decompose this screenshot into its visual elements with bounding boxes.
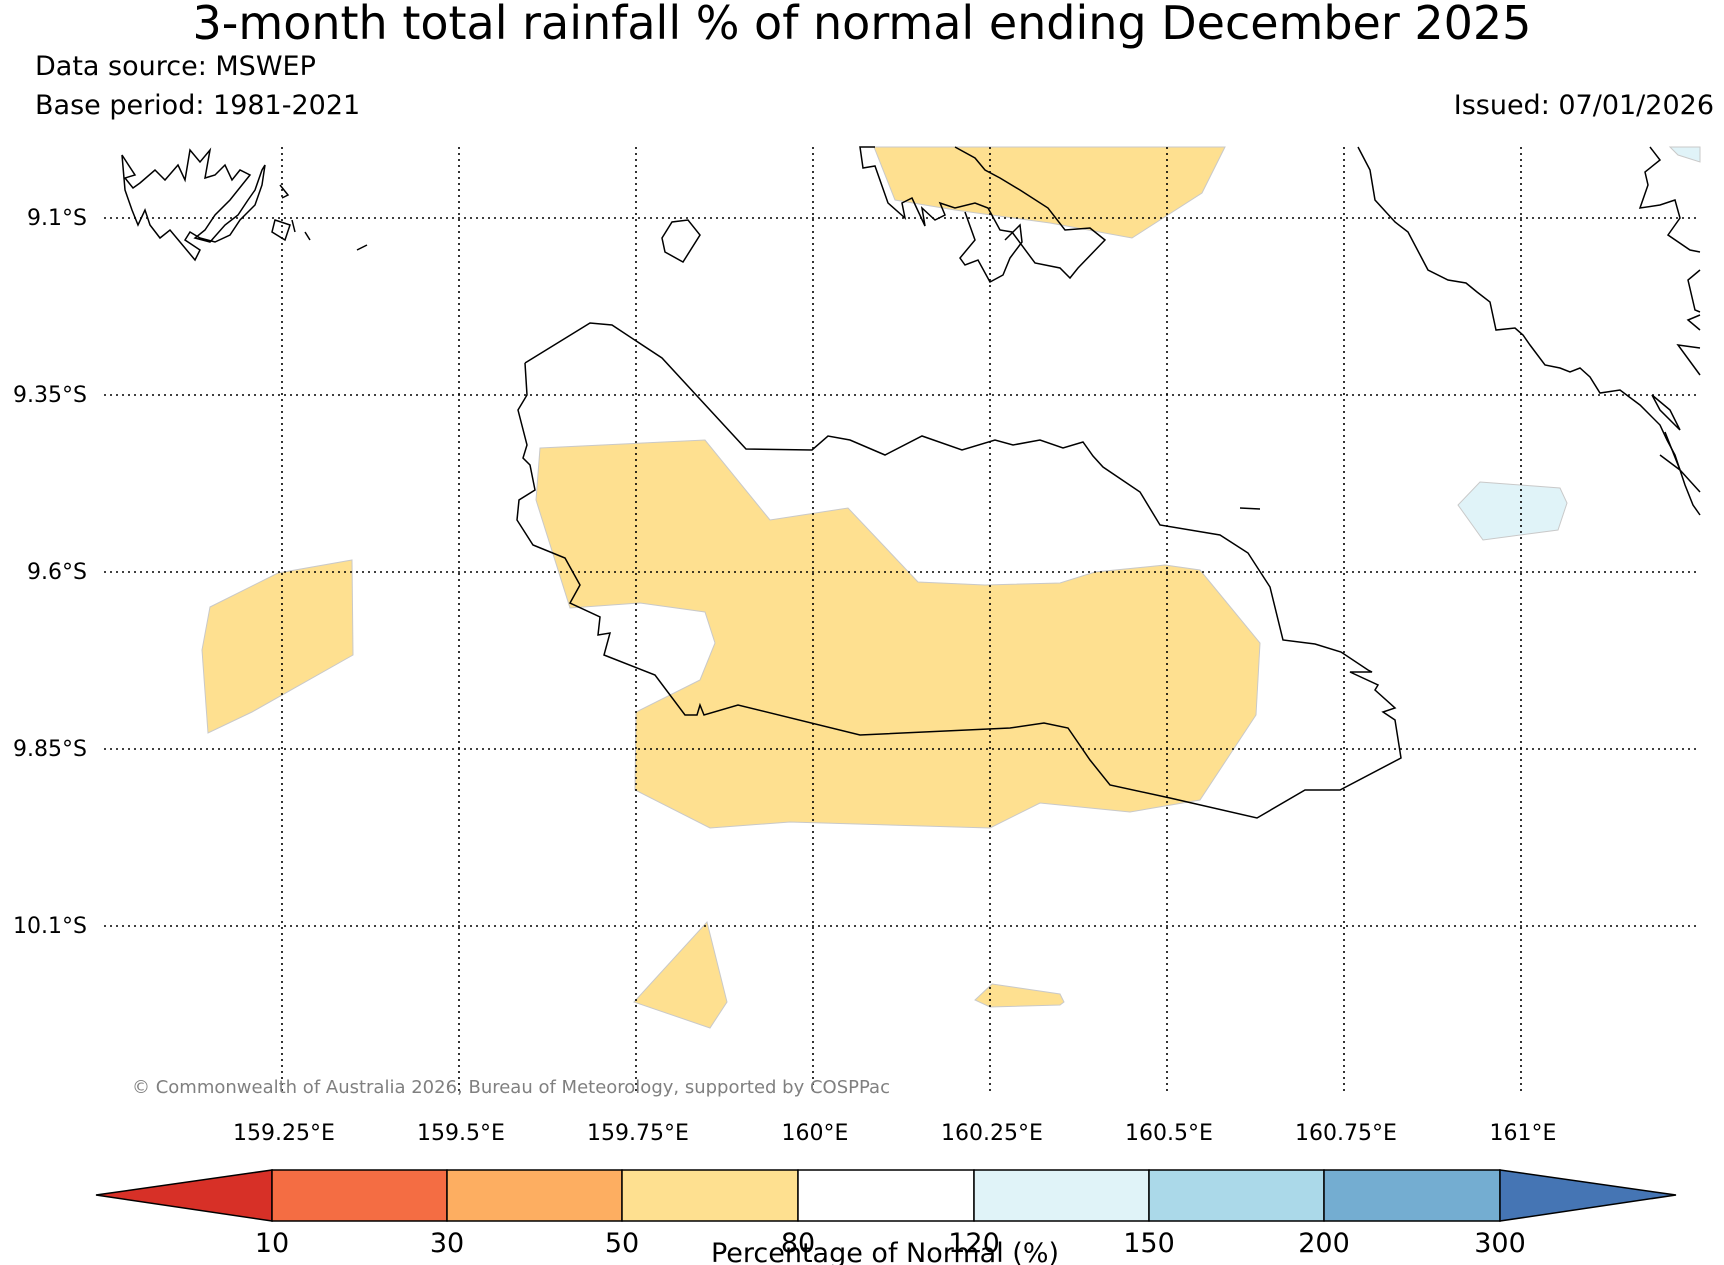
colorbar-tick: 120 bbox=[948, 1228, 1000, 1259]
west-region bbox=[201, 559, 354, 734]
colorbar-tick: 30 bbox=[430, 1228, 464, 1259]
coast-russell-islet-4 bbox=[304, 231, 311, 241]
data-source: Data source: MSWEP bbox=[35, 51, 316, 82]
lon-label: 160.75°E bbox=[1295, 1121, 1397, 1146]
coast-islet-1 bbox=[661, 219, 701, 264]
coast-malaita-north bbox=[1638, 146, 1701, 253]
copyright-note: © Commonwealth of Australia 2026, Bureau… bbox=[132, 1077, 890, 1098]
colorbar-tick: 80 bbox=[781, 1228, 815, 1259]
lat-label: 10.1°S bbox=[13, 914, 87, 939]
coast-russell-islet-2 bbox=[279, 184, 290, 199]
south-region-2 bbox=[974, 983, 1065, 1008]
colorbar-tick: 50 bbox=[605, 1228, 639, 1259]
colorbar-tick: 10 bbox=[255, 1228, 289, 1259]
coast-guadalcanal bbox=[516, 322, 1402, 819]
shaded-regions bbox=[201, 146, 1701, 1029]
colorbar-tick: 150 bbox=[1123, 1228, 1175, 1259]
coast-russell-islet-1 bbox=[271, 219, 291, 242]
colorbar-label: Percentage of Normal (%) bbox=[711, 1238, 1059, 1265]
colorbar-extend-high bbox=[1499, 1169, 1677, 1222]
coastlines bbox=[121, 146, 1701, 819]
lat-label: 9.85°S bbox=[13, 737, 87, 762]
colorbar-segment bbox=[797, 1169, 975, 1222]
lon-label: 160°E bbox=[782, 1121, 849, 1146]
coast-russell-islet-3 bbox=[291, 219, 296, 233]
coast-russell-islands bbox=[121, 147, 266, 262]
north-region bbox=[873, 146, 1226, 239]
graticule bbox=[104, 147, 1700, 1095]
colorbar-tick: 300 bbox=[1474, 1228, 1526, 1259]
east-region bbox=[1457, 481, 1568, 541]
issued-date: Issued: 07/01/2026 bbox=[1453, 90, 1714, 121]
lon-label: 160.25°E bbox=[941, 1121, 1043, 1146]
main-region bbox=[535, 439, 1261, 829]
colorbar-segment bbox=[1323, 1169, 1501, 1222]
lon-label: 161°E bbox=[1490, 1121, 1557, 1146]
lon-label: 160.5°E bbox=[1125, 1121, 1213, 1146]
colorbar-segment bbox=[446, 1169, 623, 1222]
coast-russell-islet-5 bbox=[356, 244, 368, 251]
chart-title: 3-month total rainfall % of normal endin… bbox=[192, 0, 1532, 50]
colorbar-segment bbox=[1148, 1169, 1325, 1222]
lon-label: 159.25°E bbox=[233, 1121, 335, 1146]
colorbar-tick: 200 bbox=[1298, 1228, 1350, 1259]
lat-label: 9.6°S bbox=[27, 560, 87, 585]
coast-malaita-east bbox=[1651, 269, 1701, 493]
south-region-1 bbox=[633, 920, 728, 1029]
coast-small-dash bbox=[1239, 507, 1261, 510]
northeast-corner-region bbox=[1668, 146, 1701, 163]
colorbar-segment bbox=[271, 1169, 448, 1222]
lat-label: 9.35°S bbox=[13, 383, 87, 408]
lon-label: 159.5°E bbox=[417, 1121, 505, 1146]
colorbar-segment bbox=[621, 1169, 799, 1222]
coast-florida-islands bbox=[859, 146, 1107, 280]
coast-malaita bbox=[1357, 146, 1701, 516]
base-period: Base period: 1981-2021 bbox=[35, 90, 361, 121]
coast-florida-south bbox=[959, 211, 1023, 284]
colorbar-segment bbox=[973, 1169, 1150, 1222]
lon-label: 159.75°E bbox=[587, 1121, 689, 1146]
colorbar bbox=[95, 1169, 1677, 1222]
lat-label: 9.1°S bbox=[27, 206, 87, 231]
colorbar-extend-low bbox=[95, 1169, 273, 1222]
